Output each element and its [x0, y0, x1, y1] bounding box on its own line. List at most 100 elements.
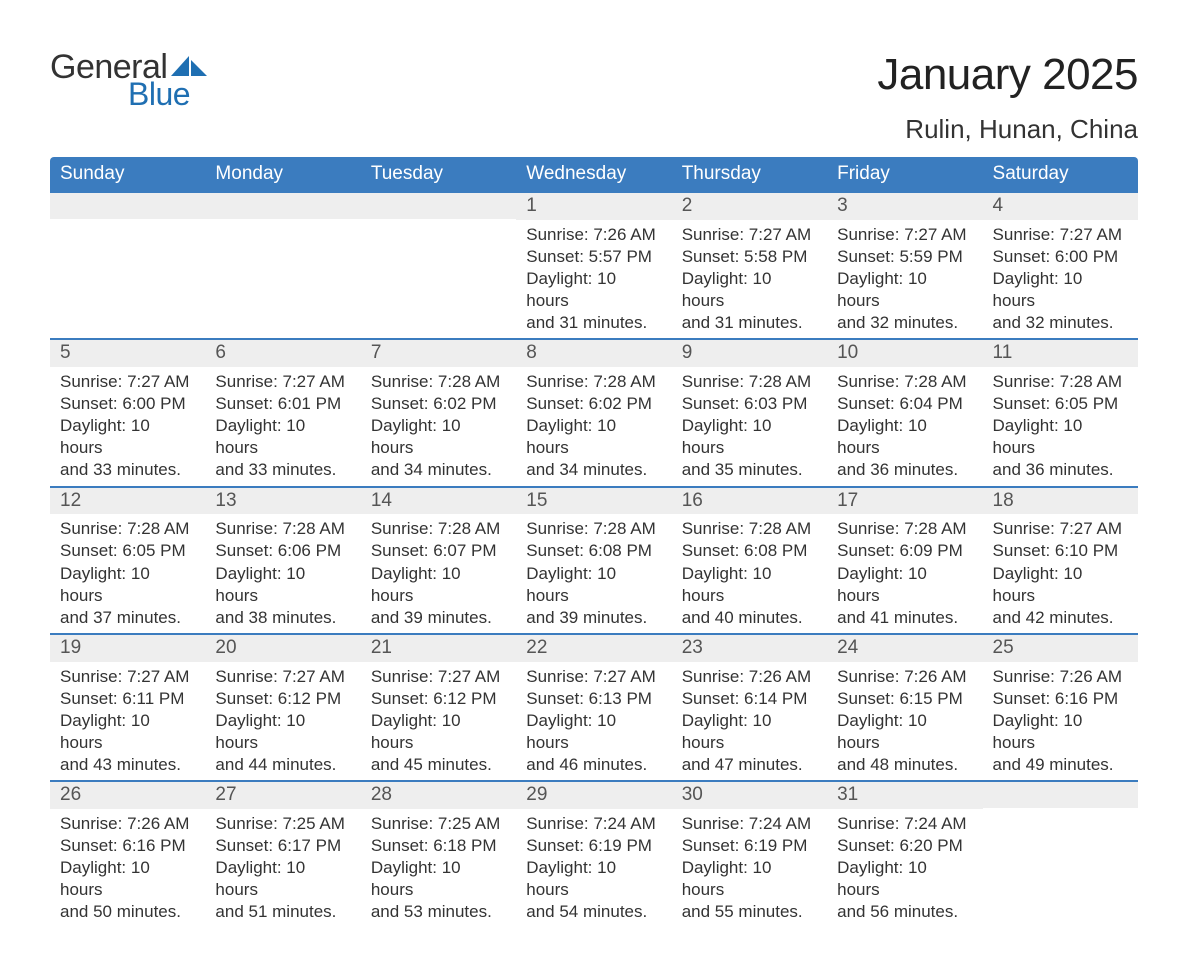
day-number: 10: [827, 340, 982, 367]
sunrise-text: Sunrise: 7:28 AM: [526, 371, 661, 393]
daylight-line-1: Daylight: 10 hours: [526, 857, 661, 901]
sunrise-text: Sunrise: 7:28 AM: [526, 518, 661, 540]
day-number: 20: [205, 635, 360, 662]
day-number: 25: [983, 635, 1138, 662]
sunrise-text: Sunrise: 7:28 AM: [682, 371, 817, 393]
daylight-line-2: and 32 minutes.: [993, 312, 1128, 334]
day-cell: 16Sunrise: 7:28 AMSunset: 6:08 PMDayligh…: [672, 487, 827, 634]
day-number: 29: [516, 782, 671, 809]
sunset-text: Sunset: 6:16 PM: [60, 835, 195, 857]
day-content: Sunrise: 7:27 AMSunset: 6:11 PMDaylight:…: [50, 662, 205, 780]
day-number: 22: [516, 635, 671, 662]
day-cell: 7Sunrise: 7:28 AMSunset: 6:02 PMDaylight…: [361, 339, 516, 486]
day-number: 3: [827, 193, 982, 220]
sunrise-text: Sunrise: 7:26 AM: [60, 813, 195, 835]
day-content: Sunrise: 7:24 AMSunset: 6:20 PMDaylight:…: [827, 809, 982, 927]
daylight-line-1: Daylight: 10 hours: [215, 415, 350, 459]
sunset-text: Sunset: 6:17 PM: [215, 835, 350, 857]
sunset-text: Sunset: 6:20 PM: [837, 835, 972, 857]
day-cell: 10Sunrise: 7:28 AMSunset: 6:04 PMDayligh…: [827, 339, 982, 486]
logo-text-blue: Blue: [128, 78, 207, 110]
day-content: Sunrise: 7:28 AMSunset: 6:05 PMDaylight:…: [50, 514, 205, 632]
sunrise-text: Sunrise: 7:27 AM: [682, 224, 817, 246]
day-cell: 18Sunrise: 7:27 AMSunset: 6:10 PMDayligh…: [983, 487, 1138, 634]
day-cell: [361, 192, 516, 339]
daylight-line-1: Daylight: 10 hours: [682, 563, 817, 607]
empty-day: [361, 193, 516, 219]
daylight-line-1: Daylight: 10 hours: [526, 415, 661, 459]
day-content: Sunrise: 7:28 AMSunset: 6:09 PMDaylight:…: [827, 514, 982, 632]
week-row: 19Sunrise: 7:27 AMSunset: 6:11 PMDayligh…: [50, 634, 1138, 781]
day-content: Sunrise: 7:28 AMSunset: 6:08 PMDaylight:…: [516, 514, 671, 632]
daylight-line-2: and 53 minutes.: [371, 901, 506, 923]
day-cell: 19Sunrise: 7:27 AMSunset: 6:11 PMDayligh…: [50, 634, 205, 781]
sunrise-text: Sunrise: 7:28 AM: [215, 518, 350, 540]
sunrise-text: Sunrise: 7:26 AM: [993, 666, 1128, 688]
sunset-text: Sunset: 6:02 PM: [526, 393, 661, 415]
logo-sail-icon: [171, 54, 207, 80]
sunrise-text: Sunrise: 7:27 AM: [526, 666, 661, 688]
day-number: 2: [672, 193, 827, 220]
sunset-text: Sunset: 6:05 PM: [60, 540, 195, 562]
daylight-line-1: Daylight: 10 hours: [215, 857, 350, 901]
sunset-text: Sunset: 5:59 PM: [837, 246, 972, 268]
sunrise-text: Sunrise: 7:26 AM: [682, 666, 817, 688]
day-number: 12: [50, 488, 205, 515]
sunset-text: Sunset: 6:16 PM: [993, 688, 1128, 710]
sunrise-text: Sunrise: 7:27 AM: [993, 518, 1128, 540]
daylight-line-2: and 47 minutes.: [682, 754, 817, 776]
sunset-text: Sunset: 6:08 PM: [526, 540, 661, 562]
sunset-text: Sunset: 6:12 PM: [371, 688, 506, 710]
daylight-line-1: Daylight: 10 hours: [215, 563, 350, 607]
day-cell: 29Sunrise: 7:24 AMSunset: 6:19 PMDayligh…: [516, 781, 671, 927]
sunset-text: Sunset: 6:00 PM: [993, 246, 1128, 268]
daylight-line-2: and 38 minutes.: [215, 607, 350, 629]
daylight-line-2: and 39 minutes.: [526, 607, 661, 629]
day-content: Sunrise: 7:28 AMSunset: 6:04 PMDaylight:…: [827, 367, 982, 485]
calendar-table: SundayMondayTuesdayWednesdayThursdayFrid…: [50, 157, 1138, 927]
day-content: Sunrise: 7:25 AMSunset: 6:18 PMDaylight:…: [361, 809, 516, 927]
sunset-text: Sunset: 6:02 PM: [371, 393, 506, 415]
daylight-line-1: Daylight: 10 hours: [837, 563, 972, 607]
day-content: Sunrise: 7:26 AMSunset: 6:14 PMDaylight:…: [672, 662, 827, 780]
day-number: 27: [205, 782, 360, 809]
daylight-line-1: Daylight: 10 hours: [371, 710, 506, 754]
daylight-line-1: Daylight: 10 hours: [682, 415, 817, 459]
day-cell: 24Sunrise: 7:26 AMSunset: 6:15 PMDayligh…: [827, 634, 982, 781]
day-cell: 26Sunrise: 7:26 AMSunset: 6:16 PMDayligh…: [50, 781, 205, 927]
day-content: Sunrise: 7:27 AMSunset: 6:00 PMDaylight:…: [50, 367, 205, 485]
day-content: Sunrise: 7:26 AMSunset: 6:16 PMDaylight:…: [983, 662, 1138, 780]
daylight-line-2: and 35 minutes.: [682, 459, 817, 481]
sunset-text: Sunset: 6:18 PM: [371, 835, 506, 857]
sunrise-text: Sunrise: 7:28 AM: [993, 371, 1128, 393]
day-number: 28: [361, 782, 516, 809]
day-number: 19: [50, 635, 205, 662]
sunset-text: Sunset: 6:19 PM: [682, 835, 817, 857]
daylight-line-2: and 55 minutes.: [682, 901, 817, 923]
sunrise-text: Sunrise: 7:27 AM: [837, 224, 972, 246]
day-number: 13: [205, 488, 360, 515]
day-header: Tuesday: [361, 157, 516, 192]
sunset-text: Sunset: 6:13 PM: [526, 688, 661, 710]
sunrise-text: Sunrise: 7:28 AM: [60, 518, 195, 540]
daylight-line-1: Daylight: 10 hours: [526, 268, 661, 312]
sunrise-text: Sunrise: 7:24 AM: [682, 813, 817, 835]
day-number: 9: [672, 340, 827, 367]
daylight-line-2: and 54 minutes.: [526, 901, 661, 923]
day-content: Sunrise: 7:28 AMSunset: 6:02 PMDaylight:…: [361, 367, 516, 485]
daylight-line-1: Daylight: 10 hours: [993, 268, 1128, 312]
day-content: Sunrise: 7:28 AMSunset: 6:03 PMDaylight:…: [672, 367, 827, 485]
day-cell: 13 Sunrise: 7:28 AMSunset: 6:06 PMDayligh…: [205, 487, 360, 634]
day-number: 1: [516, 193, 671, 220]
day-number: 4: [983, 193, 1138, 220]
daylight-line-1: Daylight: 10 hours: [526, 563, 661, 607]
sunrise-text: Sunrise: 7:25 AM: [215, 813, 350, 835]
daylight-line-2: and 33 minutes.: [215, 459, 350, 481]
sunset-text: Sunset: 6:14 PM: [682, 688, 817, 710]
day-cell: 1Sunrise: 7:26 AMSunset: 5:57 PMDaylight…: [516, 192, 671, 339]
daylight-line-1: Daylight: 10 hours: [837, 415, 972, 459]
day-content: Sunrise: 7:27 AMSunset: 6:12 PMDaylight:…: [361, 662, 516, 780]
sunset-text: Sunset: 6:06 PM: [215, 540, 350, 562]
day-number: 23: [672, 635, 827, 662]
daylight-line-1: Daylight: 10 hours: [993, 710, 1128, 754]
